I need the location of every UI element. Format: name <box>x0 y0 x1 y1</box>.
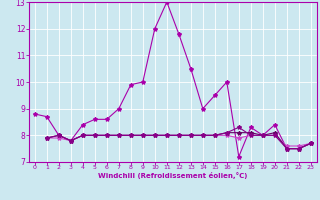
X-axis label: Windchill (Refroidissement éolien,°C): Windchill (Refroidissement éolien,°C) <box>98 172 247 179</box>
